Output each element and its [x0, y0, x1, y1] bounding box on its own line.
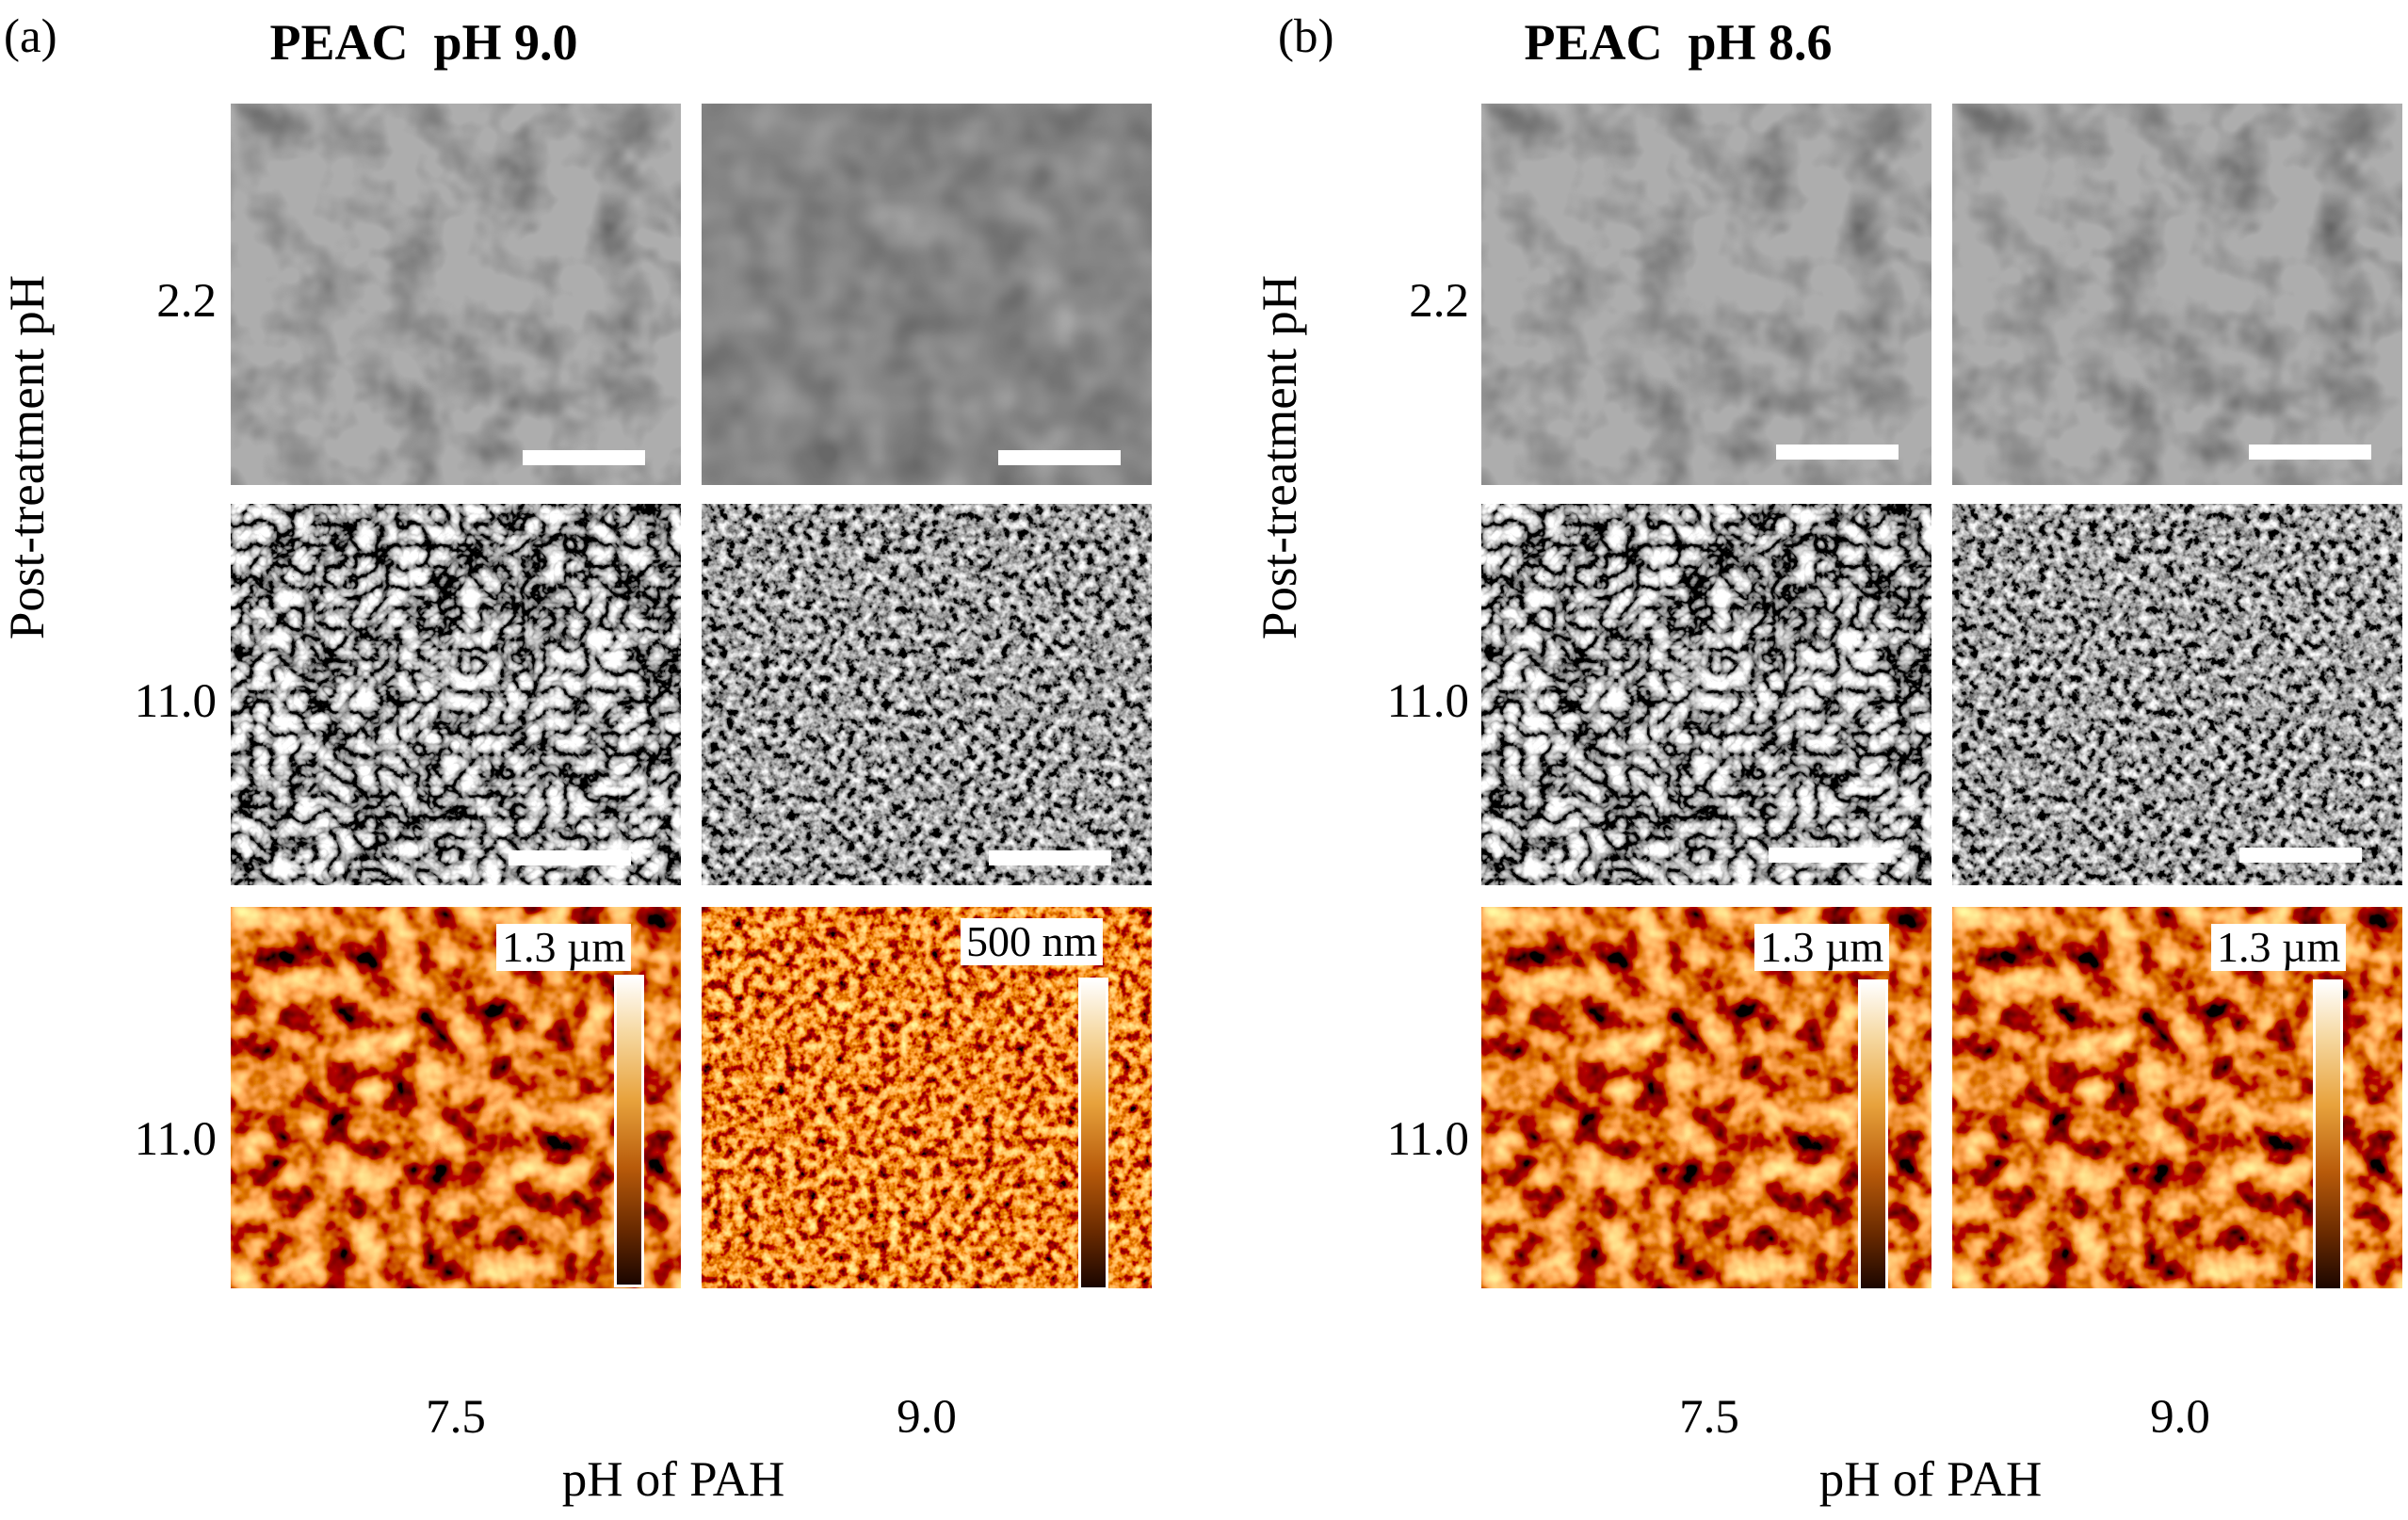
- afm-image-b-7.5: 1.3 µm 0: [1481, 907, 1931, 1288]
- col-label-b-1: 7.5: [1679, 1391, 1739, 1444]
- sem-image-b-2.2-9.0: [1952, 104, 2402, 485]
- sem-image-a-2.2-7.5: [231, 104, 681, 485]
- x-axis-label-b: pH of PAH: [1818, 1452, 2043, 1507]
- scale-bar: [989, 850, 1111, 865]
- scale-bar: [998, 450, 1121, 465]
- row-label-b-2: 11.0: [1386, 675, 1469, 728]
- sem-image-b-2.2-7.5: [1481, 104, 1931, 485]
- colorbar-max-label: 1.3 µm: [2211, 924, 2347, 971]
- afm-image-b-9.0: 1.3 µm 0: [1952, 907, 2402, 1288]
- afm-image-a-7.5: 1.3 µm 0: [231, 907, 681, 1288]
- panel-title-b: PEAC pH 8.6: [1524, 14, 1833, 71]
- scale-bar: [523, 450, 645, 465]
- col-label-a-2: 9.0: [897, 1391, 957, 1444]
- colorbar-max-label: 500 nm: [961, 918, 1104, 965]
- y-axis-label-b: Post-treatment pH: [1252, 274, 1308, 639]
- panel-letter-b: (b): [1278, 10, 1334, 63]
- colorbar: [1858, 979, 1888, 1288]
- y-axis-label-a: Post-treatment pH: [0, 274, 56, 639]
- row-label-b-3: 11.0: [1386, 1113, 1469, 1166]
- scale-bar: [509, 850, 631, 865]
- colorbar-max-label: 1.3 µm: [1754, 924, 1890, 971]
- sem-image-b-11.0-7.5: [1481, 504, 1931, 885]
- row-label-b-1: 2.2: [1409, 275, 1469, 328]
- col-label-b-2: 9.0: [2150, 1391, 2210, 1444]
- scale-bar: [2249, 445, 2371, 460]
- colorbar: [614, 975, 644, 1287]
- scale-bar: [1769, 848, 1891, 863]
- afm-image-a-9.0: 500 nm 0: [702, 907, 1152, 1288]
- row-label-a-1: 2.2: [156, 275, 217, 328]
- scale-bar: [1776, 445, 1899, 460]
- panel-letter-a: (a): [4, 10, 57, 63]
- sem-image-a-2.2-9.0: [702, 104, 1152, 485]
- panel-title-a: PEAC pH 9.0: [269, 14, 578, 71]
- row-label-a-2: 11.0: [134, 675, 217, 728]
- colorbar: [1078, 978, 1108, 1288]
- col-label-a-1: 7.5: [426, 1391, 486, 1444]
- sem-image-b-11.0-9.0: [1952, 504, 2402, 885]
- sem-image-a-11.0-7.5: [231, 504, 681, 885]
- sem-image-a-11.0-9.0: [702, 504, 1152, 885]
- x-axis-label-a: pH of PAH: [561, 1452, 785, 1507]
- scale-bar: [2239, 848, 2362, 863]
- row-label-a-3: 11.0: [134, 1113, 217, 1166]
- colorbar: [2313, 979, 2343, 1288]
- colorbar-max-label: 1.3 µm: [496, 924, 632, 971]
